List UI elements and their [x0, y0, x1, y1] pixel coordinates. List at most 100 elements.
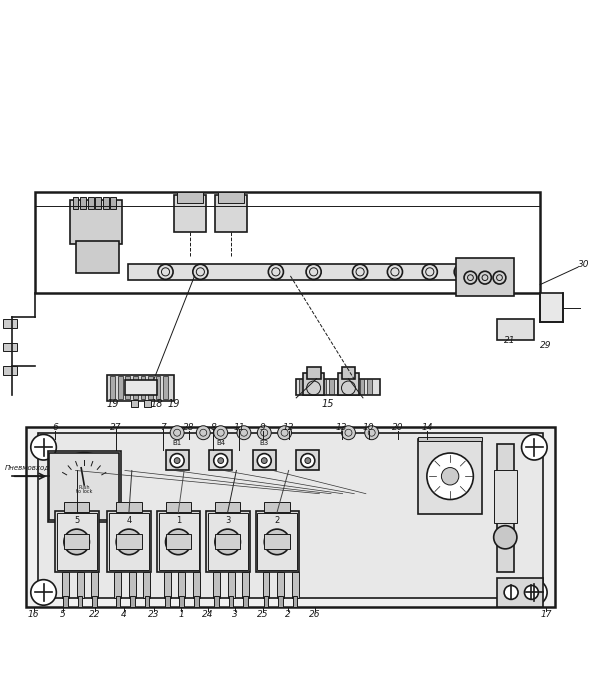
Bar: [3, 343, 18, 351]
Circle shape: [214, 454, 228, 468]
Bar: [215, 502, 241, 512]
Bar: [80, 197, 86, 209]
Circle shape: [522, 580, 547, 605]
Bar: [130, 399, 137, 406]
Text: 15: 15: [322, 399, 335, 408]
Bar: [299, 379, 304, 395]
Bar: [103, 197, 109, 209]
Bar: [291, 572, 299, 598]
Bar: [296, 450, 319, 470]
Bar: [497, 444, 514, 572]
Text: 2: 2: [285, 610, 291, 619]
Bar: [110, 376, 115, 399]
Bar: [206, 511, 250, 572]
Text: to lock: to lock: [76, 489, 93, 494]
Bar: [263, 572, 270, 598]
Bar: [296, 378, 381, 395]
Bar: [38, 433, 543, 598]
Circle shape: [166, 529, 191, 555]
Text: 18: 18: [150, 399, 163, 408]
Bar: [243, 597, 248, 607]
Text: 27: 27: [110, 423, 122, 432]
Circle shape: [522, 434, 547, 460]
Text: 3: 3: [225, 516, 230, 525]
Circle shape: [64, 529, 90, 555]
Text: 1: 1: [176, 516, 181, 525]
Text: В4: В4: [216, 441, 225, 447]
Text: Push: Push: [78, 485, 90, 491]
Text: 4: 4: [121, 610, 127, 619]
Bar: [166, 535, 191, 549]
Circle shape: [441, 468, 459, 485]
Text: 11: 11: [234, 423, 245, 432]
Bar: [228, 572, 235, 598]
Bar: [126, 376, 130, 399]
Bar: [303, 373, 324, 395]
Bar: [177, 192, 204, 204]
Circle shape: [264, 529, 290, 555]
Bar: [26, 427, 555, 607]
Bar: [359, 379, 364, 395]
Bar: [352, 379, 356, 395]
Bar: [110, 197, 116, 209]
Bar: [277, 572, 284, 598]
Bar: [264, 597, 268, 607]
Circle shape: [78, 479, 90, 491]
Bar: [118, 376, 123, 399]
Bar: [194, 597, 199, 607]
Bar: [342, 367, 355, 378]
Text: 9: 9: [260, 423, 266, 432]
Text: 20: 20: [392, 423, 404, 432]
Bar: [157, 511, 201, 572]
Bar: [329, 379, 334, 395]
Bar: [456, 259, 514, 296]
Bar: [145, 597, 149, 607]
Circle shape: [342, 426, 355, 440]
Bar: [164, 572, 171, 598]
Bar: [50, 453, 119, 520]
Bar: [242, 572, 249, 598]
Bar: [367, 379, 372, 395]
Circle shape: [278, 426, 291, 440]
Text: 8: 8: [210, 423, 216, 432]
Circle shape: [427, 453, 473, 500]
Bar: [93, 597, 97, 607]
Text: 10: 10: [363, 423, 375, 432]
Text: В1: В1: [172, 441, 182, 447]
Bar: [497, 319, 535, 340]
Bar: [179, 597, 184, 607]
Text: 19: 19: [107, 399, 120, 408]
Circle shape: [170, 454, 184, 468]
Circle shape: [174, 458, 180, 464]
Bar: [70, 201, 122, 244]
Circle shape: [31, 580, 56, 605]
Bar: [213, 572, 220, 598]
Text: 24: 24: [202, 610, 214, 619]
Text: 7: 7: [160, 423, 166, 432]
Text: 17: 17: [540, 610, 552, 619]
Bar: [116, 535, 142, 549]
Bar: [62, 572, 69, 598]
Bar: [114, 572, 122, 598]
Circle shape: [365, 426, 379, 440]
Bar: [215, 194, 247, 232]
Text: 28: 28: [183, 423, 195, 432]
Bar: [140, 376, 145, 399]
Text: 23: 23: [148, 610, 160, 619]
Circle shape: [525, 585, 539, 599]
Circle shape: [215, 529, 241, 555]
Bar: [3, 366, 18, 374]
Bar: [253, 450, 276, 470]
Bar: [218, 192, 244, 204]
Text: 22: 22: [89, 610, 100, 619]
Bar: [116, 597, 120, 607]
Text: 4: 4: [126, 516, 132, 525]
Bar: [129, 572, 136, 598]
Bar: [163, 376, 168, 399]
Bar: [143, 572, 150, 598]
Circle shape: [31, 434, 56, 460]
Bar: [418, 437, 482, 441]
Text: 13: 13: [336, 423, 348, 432]
Bar: [128, 263, 494, 280]
Bar: [95, 197, 101, 209]
